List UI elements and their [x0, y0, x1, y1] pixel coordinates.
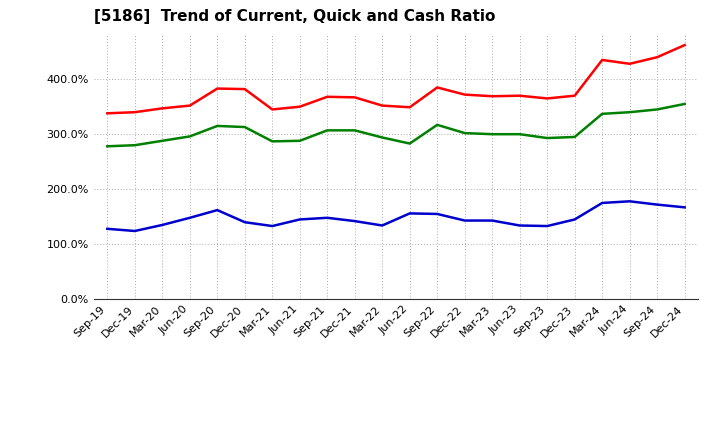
Quick Ratio: [103, 143, 112, 149]
Current Ratio: [460, 92, 469, 97]
Current Ratio: [103, 110, 112, 116]
Cash Ratio: [626, 198, 634, 204]
Cash Ratio: [351, 218, 359, 224]
Current Ratio: [351, 95, 359, 100]
Line: Cash Ratio: Cash Ratio: [107, 201, 685, 231]
Cash Ratio: [405, 211, 414, 216]
Cash Ratio: [516, 223, 524, 228]
Quick Ratio: [268, 139, 276, 144]
Cash Ratio: [653, 202, 662, 207]
Current Ratio: [240, 86, 249, 92]
Current Ratio: [268, 107, 276, 112]
Current Ratio: [323, 94, 332, 99]
Quick Ratio: [351, 128, 359, 133]
Current Ratio: [516, 93, 524, 98]
Cash Ratio: [543, 224, 552, 229]
Cash Ratio: [378, 223, 387, 228]
Quick Ratio: [460, 130, 469, 136]
Current Ratio: [378, 103, 387, 108]
Line: Quick Ratio: Quick Ratio: [107, 104, 685, 146]
Quick Ratio: [186, 134, 194, 139]
Quick Ratio: [158, 138, 166, 143]
Cash Ratio: [570, 217, 579, 222]
Current Ratio: [186, 103, 194, 108]
Cash Ratio: [158, 222, 166, 227]
Quick Ratio: [543, 136, 552, 141]
Cash Ratio: [460, 218, 469, 223]
Current Ratio: [213, 86, 222, 91]
Current Ratio: [433, 85, 441, 90]
Current Ratio: [295, 104, 304, 109]
Current Ratio: [680, 42, 689, 48]
Current Ratio: [626, 61, 634, 66]
Quick Ratio: [295, 138, 304, 143]
Cash Ratio: [213, 207, 222, 213]
Quick Ratio: [570, 134, 579, 139]
Line: Current Ratio: Current Ratio: [107, 45, 685, 113]
Current Ratio: [488, 94, 497, 99]
Current Ratio: [158, 106, 166, 111]
Quick Ratio: [598, 111, 606, 117]
Current Ratio: [405, 105, 414, 110]
Current Ratio: [130, 110, 139, 115]
Cash Ratio: [268, 224, 276, 229]
Quick Ratio: [213, 123, 222, 128]
Quick Ratio: [433, 122, 441, 128]
Cash Ratio: [488, 218, 497, 223]
Cash Ratio: [130, 228, 139, 234]
Quick Ratio: [653, 107, 662, 112]
Quick Ratio: [680, 101, 689, 106]
Cash Ratio: [240, 220, 249, 225]
Quick Ratio: [516, 132, 524, 137]
Current Ratio: [543, 96, 552, 101]
Text: [5186]  Trend of Current, Quick and Cash Ratio: [5186] Trend of Current, Quick and Cash …: [94, 9, 495, 24]
Cash Ratio: [103, 226, 112, 231]
Cash Ratio: [323, 215, 332, 220]
Cash Ratio: [598, 200, 606, 205]
Quick Ratio: [405, 141, 414, 146]
Quick Ratio: [488, 132, 497, 137]
Cash Ratio: [680, 205, 689, 210]
Quick Ratio: [626, 110, 634, 115]
Cash Ratio: [433, 211, 441, 216]
Quick Ratio: [323, 128, 332, 133]
Current Ratio: [653, 55, 662, 60]
Current Ratio: [570, 93, 579, 98]
Cash Ratio: [295, 217, 304, 222]
Current Ratio: [598, 57, 606, 62]
Quick Ratio: [240, 125, 249, 130]
Quick Ratio: [130, 143, 139, 148]
Cash Ratio: [186, 215, 194, 220]
Quick Ratio: [378, 135, 387, 140]
